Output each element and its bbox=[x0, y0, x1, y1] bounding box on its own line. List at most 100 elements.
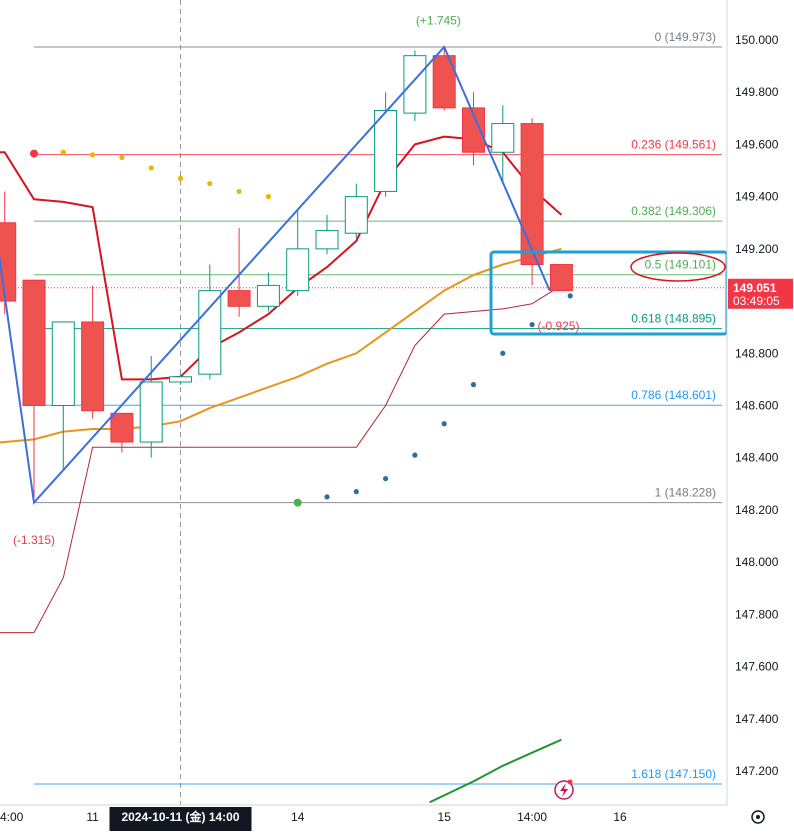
sar-dot bbox=[60, 149, 66, 155]
price-tick-label: 147.400 bbox=[735, 712, 779, 726]
time-tick-label: 14 bbox=[291, 810, 305, 824]
price-tick-label: 147.600 bbox=[735, 660, 779, 674]
price-tick-label: 148.000 bbox=[735, 555, 779, 569]
candle-down[interactable] bbox=[462, 92, 485, 166]
fib-level-label: 0.236 (149.561) bbox=[631, 138, 716, 152]
candle-down[interactable] bbox=[81, 285, 105, 419]
sar-dot bbox=[441, 421, 447, 427]
candle-body bbox=[198, 290, 222, 375]
candle-up[interactable] bbox=[286, 209, 310, 296]
candle-body bbox=[169, 376, 192, 383]
candle-body bbox=[432, 55, 456, 109]
candle-up[interactable] bbox=[344, 183, 368, 239]
candle-body bbox=[344, 196, 368, 234]
candle-body bbox=[0, 222, 17, 302]
sar-dot bbox=[119, 154, 125, 161]
sar-dot bbox=[500, 350, 506, 356]
crosshair-time-tag bbox=[109, 807, 252, 831]
fib-level-label: 0 (149.973) bbox=[655, 30, 716, 44]
candle-up[interactable] bbox=[315, 214, 339, 255]
zigzag-change-label: (+1.745) bbox=[416, 13, 461, 27]
candle-up[interactable] bbox=[491, 105, 515, 184]
price-tick-label: 147.800 bbox=[735, 607, 779, 621]
indicator-dots bbox=[30, 149, 573, 507]
time-tick-label: 16 bbox=[613, 810, 627, 824]
current-price-value: 149.051 bbox=[733, 281, 777, 295]
candle-down[interactable] bbox=[549, 264, 573, 292]
price-tick-label: 149.200 bbox=[735, 242, 779, 256]
zigzag-indicator: (+1.745) (-1.315) (-0.925) bbox=[0, 13, 579, 547]
candle-body bbox=[22, 279, 46, 406]
candle-body bbox=[403, 55, 427, 114]
price-tick-label: 148.600 bbox=[735, 399, 779, 413]
zigzag-change-label: (-0.925) bbox=[537, 319, 579, 333]
indicator-line bbox=[429, 738, 562, 804]
zigzag-change-label: (-1.315) bbox=[13, 533, 55, 547]
chart-settings-gear-icon[interactable] bbox=[751, 810, 765, 824]
bar-countdown: 03:49:05 bbox=[733, 294, 780, 308]
zigzag-line bbox=[0, 45, 551, 505]
candle-down[interactable] bbox=[520, 118, 544, 286]
candle-up[interactable] bbox=[51, 321, 75, 471]
price-tick-label: 148.200 bbox=[735, 503, 779, 517]
sar-dot bbox=[90, 152, 96, 158]
candle-body bbox=[491, 123, 515, 153]
flash-notification-dot bbox=[567, 779, 573, 785]
candle-body bbox=[374, 109, 398, 192]
sar-dot bbox=[265, 194, 271, 200]
candle-body bbox=[81, 321, 105, 412]
time-tick-label: 14:00 bbox=[517, 810, 547, 824]
fibonacci-retracement[interactable]: 0 (149.973) 0.236 (149.561) 0.382 (149.306… bbox=[0, 30, 727, 785]
candle-body bbox=[286, 248, 310, 292]
candle-up[interactable] bbox=[256, 272, 280, 312]
price-axis[interactable]: 150.000 149.800 149.600 149.400 149.200 148.8… bbox=[726, 0, 794, 836]
candle-body bbox=[520, 123, 544, 266]
candle-body bbox=[315, 230, 339, 250]
fib-level-label: 1.618 (147.150) bbox=[631, 767, 716, 781]
price-tick-label: 149.400 bbox=[735, 190, 779, 204]
fib-level-label: 0.618 (148.895) bbox=[631, 311, 716, 325]
candlesticks[interactable] bbox=[0, 47, 573, 503]
candle-down[interactable] bbox=[110, 412, 134, 453]
price-tick-label: 147.200 bbox=[735, 764, 779, 778]
indicator-line bbox=[0, 284, 562, 634]
candle-body bbox=[51, 321, 75, 407]
highlight-ellipse bbox=[630, 252, 726, 282]
price-tick-label: 149.800 bbox=[735, 85, 779, 99]
sar-dot bbox=[207, 180, 213, 187]
sar-dot bbox=[353, 489, 359, 495]
fib-level-label: 1 (148.228) bbox=[655, 486, 716, 500]
time-tick-label: 15 bbox=[438, 810, 452, 824]
candle-down[interactable] bbox=[432, 47, 456, 111]
candle-up[interactable] bbox=[374, 92, 398, 197]
fib-level-label: 0.5 (149.101) bbox=[645, 258, 716, 272]
time-axis[interactable]: 4:00 11 14 15 14:00 16 2024-10-11 (金) 14:00 bbox=[0, 804, 794, 836]
candle-body bbox=[110, 412, 134, 443]
sar-dot bbox=[236, 188, 242, 195]
time-tick-label: 11 bbox=[86, 810, 99, 824]
crosshair-time-label: 2024-10-11 (金) 14:00 bbox=[121, 809, 239, 824]
sar-dot bbox=[324, 494, 330, 500]
current-price-tag[interactable] bbox=[728, 278, 793, 309]
candle-up[interactable] bbox=[198, 264, 222, 380]
candle-up[interactable] bbox=[169, 374, 192, 385]
price-tick-label: 150.000 bbox=[735, 33, 779, 47]
sar-dot bbox=[470, 382, 477, 388]
sar-dot bbox=[567, 293, 573, 299]
candle-up[interactable] bbox=[139, 355, 163, 458]
candle-down[interactable] bbox=[22, 279, 46, 503]
sar-dot bbox=[412, 452, 418, 458]
candle-down[interactable] bbox=[227, 227, 251, 317]
gear-hub bbox=[756, 815, 760, 819]
fib-level-label: 0.786 (148.601) bbox=[631, 388, 716, 402]
price-tick-label: 148.800 bbox=[735, 346, 779, 360]
candle-body bbox=[139, 381, 163, 443]
candle-up[interactable] bbox=[403, 50, 427, 121]
candle-body bbox=[462, 107, 485, 153]
price-axis-background bbox=[727, 0, 794, 836]
price-tick-label: 149.600 bbox=[735, 137, 779, 151]
gear-ring bbox=[751, 810, 765, 824]
candle-body bbox=[549, 264, 573, 292]
indicator-line bbox=[0, 247, 562, 444]
